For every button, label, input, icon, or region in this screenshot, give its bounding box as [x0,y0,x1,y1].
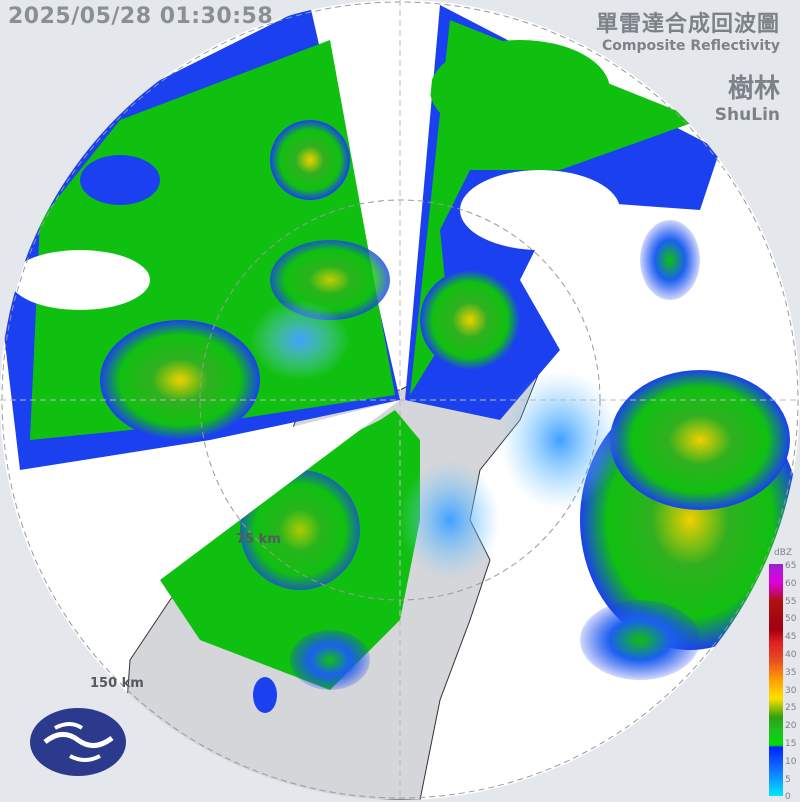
legend-tick: 55 [785,596,797,607]
legend-tick: 10 [785,756,797,767]
legend-tick: 45 [785,632,797,643]
title-zh: 單雷達合成回波圖 [595,12,780,37]
legend-tick: 5 [785,774,791,785]
legend-color-bar [769,564,783,796]
title-en: Composite Reflectivity [602,38,780,54]
title-block: 單雷達合成回波圖 Composite Reflectivity 樹林 ShuLi… [596,6,780,125]
station-en: ShuLin [714,105,780,125]
legend-tick: 40 [785,650,797,660]
legend-tick: 50 [785,614,797,625]
station-zh: 樹林 [727,74,780,104]
cwa-logo-icon [30,708,126,776]
legend-tick: 65 [785,561,797,571]
legend-tick: 25 [785,703,797,714]
range-label-150km: 150 km [90,676,144,691]
legend-tick: 35 [785,667,797,678]
legend-unit: dBZ [774,548,793,558]
legend-tick: 60 [785,578,797,589]
timestamp: 2025/05/28 01:30:58 [8,4,274,29]
dbz-legend: dBZ 65 60 55 50 45 40 35 30 25 20 15 10 5 0 [769,548,800,802]
legend-tick: 0 [785,792,791,802]
legend-tick: 15 [785,739,797,749]
legend-tick: 20 [785,721,797,732]
range-label-75km: 75 km [236,532,281,547]
legend-tick: 30 [785,685,797,696]
